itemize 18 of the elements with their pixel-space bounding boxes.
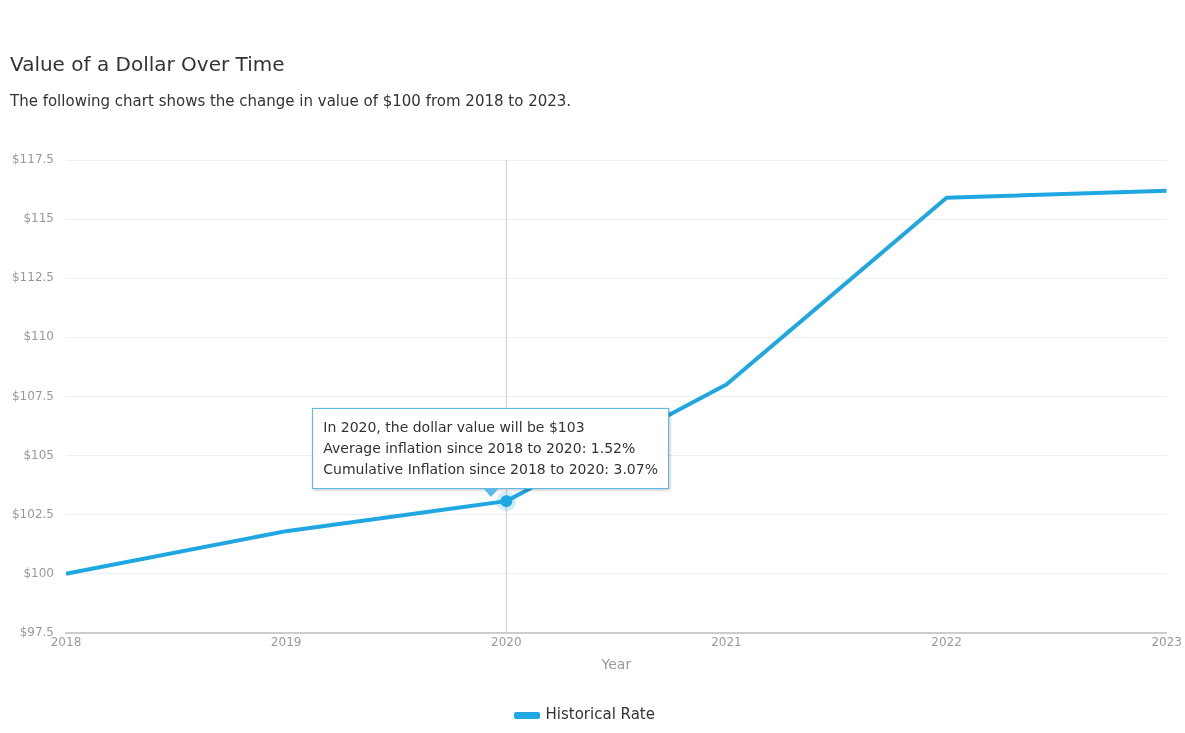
y-tick-label: $117.5: [11, 152, 54, 167]
y-tick-label: $105: [23, 447, 54, 462]
y-tick-label: $112.5: [11, 270, 54, 285]
x-tick-label: 2019: [270, 635, 302, 650]
y-tick-label: $102.5: [11, 506, 54, 521]
y-tick-label: $110: [23, 329, 54, 344]
annotation: In 2020, the dollar value will be $103 Average inflation since 2018 to 2020: 1.52% Cumulative Inflation since 2018 to 2020: 3.07%: [312, 408, 669, 490]
chart-title: Value of a Dollar Over Time: [10, 52, 285, 76]
x-tick-label: 2021: [711, 635, 742, 650]
x-tick-label: 2023: [1151, 635, 1182, 650]
x-tick-label: 2022: [931, 635, 962, 650]
y-tick-label: $107.5: [11, 388, 54, 403]
y-tick-label: $115: [23, 211, 54, 226]
x-tick-label: 2020: [491, 635, 522, 650]
chart-subtitle: The following chart shows the change in value of $100 from 2018 to 2023.: [10, 92, 572, 110]
legend-label: Historical Rate: [545, 705, 655, 724]
y-tick-label: $100: [23, 565, 54, 580]
x-axis-title: Year: [600, 656, 632, 673]
